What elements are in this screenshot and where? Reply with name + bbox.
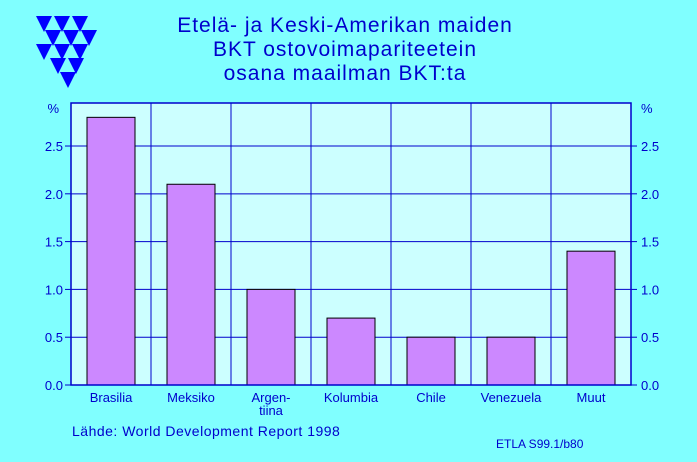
etla-logo-icon bbox=[36, 16, 97, 88]
y-tick-label-right: 1.0 bbox=[641, 282, 659, 297]
y-tick-label: 2.0 bbox=[45, 187, 63, 202]
x-tick-label: Brasilia bbox=[90, 390, 133, 405]
axis-labels: 0.0 0.0 0.5 0.5 1.0 1.0 1.5 1.5 2.0 2.0 2.5 2.5% % Br… bbox=[45, 101, 659, 418]
bar bbox=[566, 250, 616, 386]
source-note: Lähde: World Development Report 1998 bbox=[72, 423, 341, 439]
x-tick-label: Chile bbox=[416, 390, 446, 405]
chart-code: ETLA S99.1/b80 bbox=[496, 437, 584, 451]
y-tick-label: 0.5 bbox=[45, 330, 63, 345]
bar bbox=[246, 288, 296, 386]
bars bbox=[86, 116, 616, 386]
x-tick-label: Venezuela bbox=[481, 390, 542, 405]
y-tick-label-right: 0.0 bbox=[641, 378, 659, 393]
x-tick-label: Meksiko bbox=[167, 390, 215, 405]
y-tick-label-right: 2.5 bbox=[641, 139, 659, 154]
bar bbox=[86, 116, 136, 386]
axis-ticks bbox=[65, 145, 637, 386]
bar bbox=[486, 336, 536, 386]
bar bbox=[326, 317, 376, 386]
x-tick-label: Argen-tiina bbox=[251, 390, 290, 418]
y-unit-label: % bbox=[47, 101, 59, 116]
chart-title: Etelä- ja Keski-Amerikan maiden BKT osto… bbox=[110, 14, 580, 86]
y-unit-label-right: % bbox=[641, 101, 653, 116]
bar bbox=[406, 336, 456, 386]
y-tick-label: 1.5 bbox=[45, 235, 63, 250]
y-tick-label: 0.0 bbox=[45, 378, 63, 393]
y-tick-label: 2.5 bbox=[45, 139, 63, 154]
chart-title-line-1: Etelä- ja Keski-Amerikan maiden bbox=[177, 14, 513, 37]
bar bbox=[166, 183, 216, 386]
plot-frame bbox=[70, 102, 632, 386]
x-tick-label: Muut bbox=[577, 390, 606, 405]
y-tick-label-right: 0.5 bbox=[641, 330, 659, 345]
y-tick-label-right: 1.5 bbox=[641, 235, 659, 250]
x-tick-label: Kolumbia bbox=[324, 390, 379, 405]
chart-title-line-2: BKT ostovoimapariteetein bbox=[212, 38, 478, 61]
chart-title-line-3: osana maailman BKT:ta bbox=[223, 62, 467, 85]
y-tick-label: 1.0 bbox=[45, 282, 63, 297]
y-tick-label-right: 2.0 bbox=[641, 187, 659, 202]
